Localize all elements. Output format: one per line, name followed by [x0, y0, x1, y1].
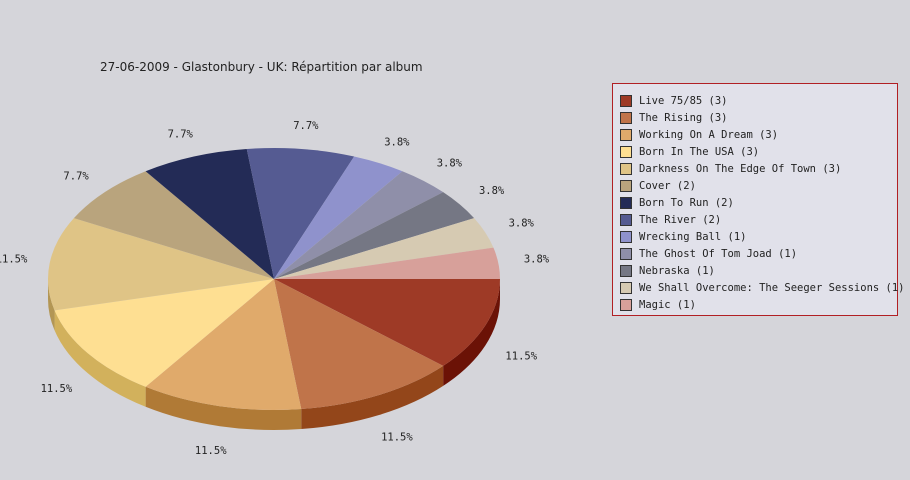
pie-slice-working-on-a-dream-3 [145, 279, 302, 410]
legend-item-the-river-2: The River (2) [620, 211, 897, 228]
pie-slice-we-shall-overcome-the-seeger-sessions-1 [274, 218, 494, 279]
pie-slice-the-rising-3 [274, 279, 444, 410]
pie-slice-magic-1 [274, 247, 500, 279]
pie-slice-the-river-2 [246, 148, 355, 279]
pie-slice-live-75-85-3 [274, 279, 500, 366]
legend-swatch [620, 145, 632, 158]
legend-item-born-in-the-usa-3: Born In The USA (3) [620, 143, 897, 160]
pie-percent-labels: 11.5% 11.5% 11.5% 11.5% 11.5% 7.7% 7.7% 7.7% 3.8… [0, 120, 550, 457]
legend-swatch [620, 111, 632, 124]
legend-label: The Rising (3) [639, 111, 728, 124]
pie-side-live-75-85-3 [443, 279, 500, 386]
legend-label: Cover (2) [639, 179, 696, 192]
chart-legend: Live 75/85 (3) The Rising (3) Working On A… [612, 83, 905, 316]
legend-label: We Shall Overcome: The Seeger Sessions (… [639, 281, 905, 294]
pie-label-wrecking-ball-1: 3.8% [384, 136, 410, 148]
pie-slices [48, 148, 500, 410]
legend-swatch [620, 162, 632, 175]
pie-label-the-rising-3: 11.5% [381, 432, 413, 444]
legend-label: Working On A Dream (3) [639, 128, 779, 141]
legend-item-live-75-85-3: Live 75/85 (3) [620, 92, 897, 109]
pie-side-the-rising-3 [301, 365, 444, 430]
legend-swatch [620, 230, 632, 243]
pie-slice-cover-2 [73, 171, 275, 279]
legend-swatch [620, 298, 632, 311]
legend-swatch [620, 213, 632, 226]
pie-label-born-to-run-2: 7.7% [168, 129, 194, 141]
pie-side-born-in-the-usa-3 [54, 310, 146, 407]
legend-item-born-to-run-2: Born To Run (2) [620, 194, 897, 211]
pie-slice-the-ghost-of-tom-joad-1 [274, 171, 444, 279]
legend-item-cover-2: Cover (2) [620, 177, 897, 194]
legend-item-nebraska-1: Nebraska (1) [620, 262, 897, 279]
legend-item-we-shall-overcome-the-seeger-sessions-1: We Shall Overcome: The Seeger Sessions (… [620, 279, 905, 296]
pie-label-live-75-85-3: 11.5% [505, 350, 537, 362]
pie-label-cover-2: 7.7% [63, 170, 89, 182]
legend-swatch [620, 247, 632, 260]
legend-label: The Ghost Of Tom Joad (1) [639, 247, 798, 260]
pie-side-walls [48, 279, 500, 430]
pie-label-darkness-on-the-edge-of-town-3: 11.5% [0, 254, 28, 266]
pie-label-the-river-2: 7.7% [293, 120, 319, 132]
legend-swatch [620, 264, 632, 277]
pie-slice-born-to-run-2 [145, 148, 274, 279]
legend-label: Born In The USA (3) [639, 145, 760, 158]
legend-label: Born To Run (2) [639, 196, 734, 209]
legend-swatch [620, 128, 632, 141]
legend-label: Live 75/85 (3) [639, 94, 728, 107]
pie-side-working-on-a-dream-3 [145, 386, 302, 430]
legend-swatch [620, 196, 632, 209]
legend-label: Nebraska (1) [639, 264, 715, 277]
legend-item-working-on-a-dream-3: Working On A Dream (3) [620, 126, 897, 143]
pie-label-working-on-a-dream-3: 11.5% [195, 445, 227, 457]
legend-swatch [620, 94, 632, 107]
legend-label: The River (2) [639, 213, 722, 226]
pie-label-born-in-the-usa-3: 11.5% [41, 383, 73, 395]
legend-item-the-ghost-of-tom-joad-1: The Ghost Of Tom Joad (1) [620, 245, 897, 262]
pie-label-we-shall-overcome-the-seeger-sessions-1: 3.8% [509, 218, 535, 230]
legend-item-the-rising-3: The Rising (3) [620, 109, 897, 126]
pie-label-the-ghost-of-tom-joad-1: 3.8% [437, 157, 463, 169]
pie-label-magic-1: 3.8% [524, 254, 550, 266]
legend-swatch [620, 281, 632, 294]
pie-slice-nebraska-1 [274, 192, 475, 279]
legend-item-darkness-on-the-edge-of-town-3: Darkness On The Edge Of Town (3) [620, 160, 897, 177]
legend-label: Wrecking Ball (1) [639, 230, 747, 243]
legend-item-wrecking-ball-1: Wrecking Ball (1) [620, 228, 897, 245]
legend-swatch [620, 179, 632, 192]
pie-side-darkness-on-the-edge-of-town-3 [48, 279, 55, 331]
legend-item-magic-1: Magic (1) [620, 296, 897, 313]
legend-label: Darkness On The Edge Of Town (3) [639, 162, 842, 175]
legend-label: Magic (1) [639, 298, 696, 311]
pie-label-nebraska-1: 3.8% [479, 185, 505, 197]
pie-slice-darkness-on-the-edge-of-town-3 [48, 218, 274, 311]
chart-title: 27-06-2009 - Glastonbury - UK: Répartiti… [100, 60, 423, 74]
pie-slice-wrecking-ball-1 [274, 156, 403, 279]
pie-slice-born-in-the-usa-3 [54, 279, 274, 387]
